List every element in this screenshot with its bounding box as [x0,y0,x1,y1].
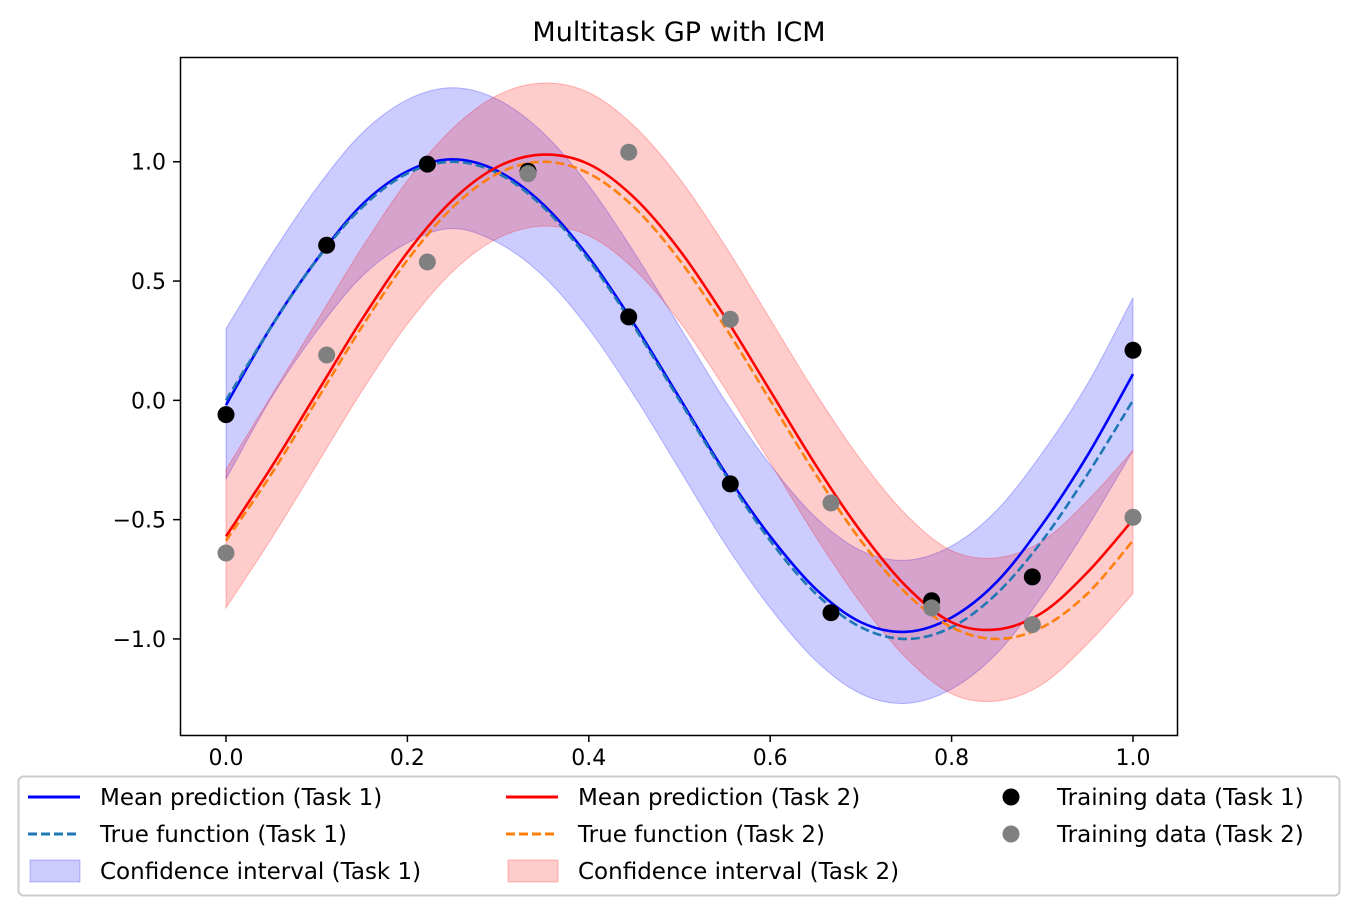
training-data-task-2-point [217,544,235,562]
x-tick-label: 0.4 [571,746,606,771]
training-data-task-1-point [721,475,739,493]
legend-entry: Mean prediction (Task 2) [506,785,860,811]
legend-label: Confidence interval (Task 2) [578,859,899,885]
x-axis: 0.0 0.2 0.4 0.6 0.8 1.0 [209,735,1151,771]
y-axis: 1.0 0.5 0.0 −0.5 −1.0 [113,151,180,653]
chart-title: Multitask GP with ICM [532,17,825,48]
y-tick-label: −0.5 [113,509,166,534]
y-tick-label: −1.0 [113,628,166,653]
x-tick-label: 0.6 [753,746,788,771]
y-tick-label: 1.0 [131,151,166,176]
training-data-task-1-point [418,155,436,173]
x-tick-label: 0.8 [934,746,969,771]
legend-label: Training data (Task 2) [1056,822,1304,848]
true-function-task-1 [224,160,1135,641]
legend-entry: Confidence interval (Task 1) [29,859,421,885]
training-data-task-2-point [721,310,739,328]
legend-label: Mean prediction (Task 2) [578,785,860,811]
training-data-task-2-point [1023,616,1041,634]
legend-label: True function (Task 1) [99,822,347,848]
training-data-task-1-point [822,604,840,622]
x-tick-label: 0.0 [209,746,244,771]
training-data-task-1-point [217,406,235,424]
training-data-task-2-point [418,253,436,271]
legend: Mean prediction (Task 1) True function (T… [17,775,1341,897]
training-data-task-2-point [822,494,840,512]
legend-swatch-band [507,859,559,883]
training-data-task-2-point [519,165,537,183]
legend-entry: Confidence interval (Task 2) [507,859,899,885]
training-data-task-2-point [1124,508,1142,526]
training-data-task-1-point [620,308,638,326]
legend-swatch-band [29,859,81,883]
training-data-task-2-point [318,346,336,364]
training-data-task-2-point [620,143,638,161]
mean-prediction-task-2 [224,153,1134,632]
legend-entry: Training data (Task 2) [1002,822,1304,848]
training-data-task-1-point [1124,341,1142,359]
true-function-task-2 [224,160,1134,641]
y-tick-label: 0.0 [131,389,166,414]
legend-swatch-marker [1002,788,1020,806]
confidence-interval-task-2 [225,82,1134,703]
legend-entry: Mean prediction (Task 1) [28,785,382,811]
x-tick-label: 0.2 [390,746,425,771]
legend-swatch-marker [1002,825,1020,843]
legend-entry: Training data (Task 1) [1002,785,1304,811]
legend-box [17,775,1341,897]
training-data-task-1-point [1023,568,1041,586]
training-data-task-1-point [318,236,336,254]
legend-label: True function (Task 2) [577,822,825,848]
training-data-task-2-point [923,599,941,617]
y-tick-label: 0.5 [131,270,166,295]
training-points [217,143,1142,634]
confidence-bands [225,82,1134,704]
legend-label: Confidence interval (Task 1) [100,859,421,885]
legend-entry: True function (Task 1) [28,822,347,848]
x-tick-label: 1.0 [1116,746,1151,771]
series-lines [224,153,1135,641]
legend-label: Training data (Task 1) [1056,785,1304,811]
legend-label: Mean prediction (Task 1) [100,785,382,811]
legend-entry: True function (Task 2) [506,822,825,848]
plot-frame [179,56,1179,737]
